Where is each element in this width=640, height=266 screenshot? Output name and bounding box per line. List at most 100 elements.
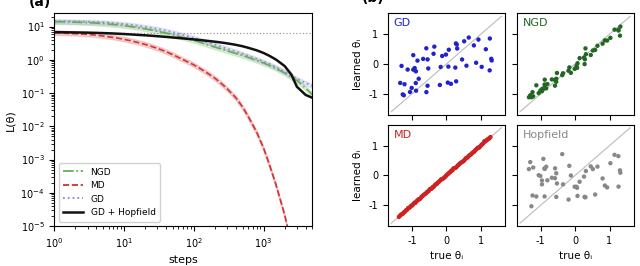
- Point: [417, 195, 427, 199]
- Point: [434, 180, 444, 184]
- Point: [452, 164, 463, 168]
- Point: [480, 139, 490, 144]
- Y-axis label: learned θᵢ: learned θᵢ: [353, 38, 363, 90]
- Point: [394, 215, 404, 219]
- Point: [413, 197, 424, 201]
- Point: [464, 154, 474, 158]
- Point: [433, 180, 443, 185]
- Point: [466, 152, 476, 157]
- Point: [410, 201, 420, 205]
- Point: [537, 182, 547, 186]
- Point: [541, 165, 551, 169]
- Point: [538, 157, 548, 161]
- Point: [615, 34, 625, 38]
- Text: GD: GD: [394, 18, 411, 28]
- Point: [395, 214, 405, 218]
- Point: [531, 194, 541, 199]
- Point: [531, 83, 541, 88]
- Point: [442, 172, 452, 177]
- Y-axis label: L(θ): L(θ): [5, 109, 15, 131]
- Point: [558, 182, 568, 186]
- Point: [470, 148, 480, 153]
- Point: [457, 57, 467, 62]
- Point: [451, 79, 461, 84]
- Point: [441, 173, 451, 178]
- Point: [419, 192, 429, 196]
- Point: [563, 197, 573, 202]
- Point: [419, 193, 429, 197]
- Point: [547, 176, 557, 180]
- Point: [398, 211, 408, 216]
- Point: [558, 71, 568, 75]
- Point: [613, 185, 623, 189]
- Point: [445, 170, 456, 174]
- Point: [524, 95, 534, 99]
- Point: [468, 150, 478, 155]
- Point: [540, 166, 550, 171]
- Point: [580, 195, 590, 199]
- Point: [476, 143, 486, 147]
- Point: [414, 197, 424, 201]
- Point: [551, 171, 561, 175]
- Point: [452, 46, 462, 51]
- Point: [461, 64, 472, 68]
- Point: [551, 80, 561, 84]
- Point: [602, 185, 612, 189]
- Point: [527, 90, 538, 94]
- Point: [575, 180, 585, 184]
- Point: [459, 39, 469, 43]
- Point: [461, 156, 472, 160]
- Point: [475, 144, 485, 149]
- Point: [441, 52, 451, 57]
- Point: [424, 189, 434, 193]
- Point: [598, 176, 608, 181]
- Point: [408, 68, 419, 72]
- Point: [460, 157, 470, 162]
- Point: [411, 89, 421, 93]
- Point: [609, 27, 620, 32]
- Point: [461, 156, 471, 160]
- Point: [463, 155, 473, 159]
- Point: [402, 208, 412, 212]
- Point: [420, 192, 431, 196]
- Point: [613, 28, 623, 33]
- Point: [547, 77, 557, 82]
- Point: [397, 92, 408, 97]
- Point: [406, 203, 417, 208]
- Point: [580, 52, 591, 56]
- Point: [528, 165, 538, 170]
- Point: [423, 66, 433, 70]
- Point: [605, 161, 616, 165]
- Point: [580, 169, 591, 173]
- Point: [588, 167, 598, 171]
- Point: [590, 48, 600, 52]
- Text: (b): (b): [362, 0, 385, 5]
- Point: [535, 174, 545, 178]
- Point: [593, 44, 603, 48]
- Point: [444, 64, 454, 69]
- Point: [443, 81, 453, 85]
- Point: [598, 41, 608, 46]
- Point: [525, 93, 536, 97]
- Point: [479, 139, 490, 143]
- Point: [403, 68, 413, 72]
- Point: [588, 48, 598, 53]
- Point: [408, 53, 419, 57]
- Point: [586, 53, 596, 57]
- Point: [579, 55, 589, 60]
- Point: [564, 65, 575, 69]
- Point: [438, 176, 448, 181]
- Point: [400, 209, 410, 214]
- Text: MD: MD: [394, 130, 412, 140]
- Point: [422, 57, 433, 61]
- Point: [526, 204, 536, 208]
- Point: [435, 83, 445, 87]
- Point: [615, 24, 625, 29]
- X-axis label: true θᵢ: true θᵢ: [559, 251, 591, 261]
- Point: [524, 167, 534, 171]
- Point: [451, 166, 461, 170]
- Point: [540, 194, 550, 198]
- Point: [468, 43, 479, 48]
- Point: [450, 65, 460, 70]
- Point: [615, 168, 625, 172]
